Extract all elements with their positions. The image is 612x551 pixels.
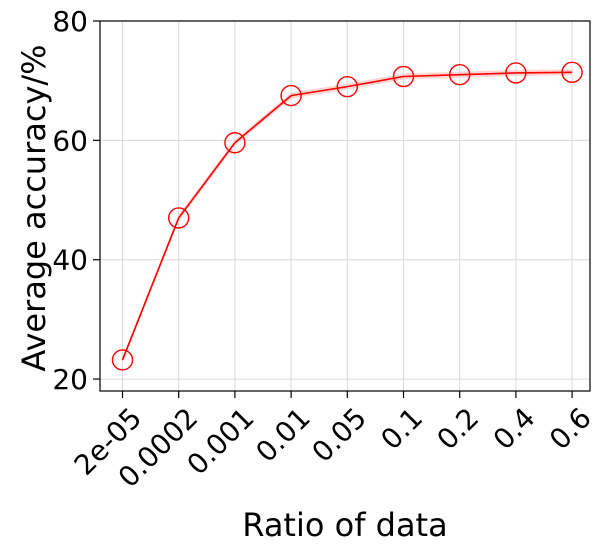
data-point: [336, 75, 358, 98]
y-tick-label: 60: [52, 124, 88, 157]
x-tick-label: 0.2: [431, 401, 486, 456]
series-path: [121, 71, 573, 361]
y-axis-label: Average accuracy/%: [15, 44, 53, 371]
plot-frame: [99, 20, 591, 392]
data-point: [505, 62, 527, 84]
y-tick-label: 40: [52, 244, 88, 277]
x-tick-label: 0.01: [249, 401, 316, 468]
markers: [111, 61, 583, 371]
data-point: [224, 132, 246, 154]
x-tick-label: 0.05: [306, 401, 373, 468]
data-point: [449, 64, 471, 86]
data-point: [561, 61, 583, 84]
x-tick-label: 0.4: [487, 401, 542, 456]
x-tick-label: 0.1: [374, 401, 429, 456]
data-point: [280, 84, 302, 107]
data-point: [392, 65, 415, 88]
data-point: [111, 349, 134, 371]
x-axis-label: Ratio of data: [242, 506, 447, 544]
x-tick-label: 0.6: [543, 401, 598, 456]
data-point: [167, 207, 190, 229]
y-axis-ticks: 20 40 60 80: [52, 5, 100, 396]
y-tick-label: 80: [52, 5, 88, 38]
series-line: [121, 71, 573, 361]
y-tick-label: 20: [52, 363, 88, 396]
